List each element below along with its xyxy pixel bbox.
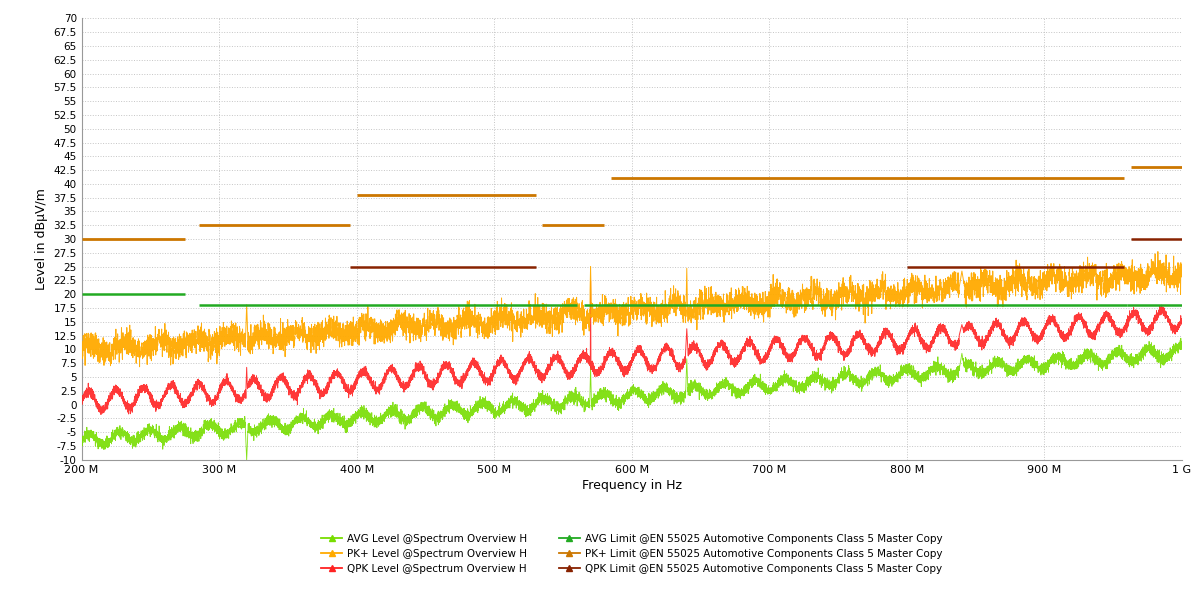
Legend: AVG Level @Spectrum Overview H, PK+ Level @Spectrum Overview H, QPK Level @Spect: AVG Level @Spectrum Overview H, PK+ Leve… bbox=[317, 530, 947, 578]
X-axis label: Frequency in Hz: Frequency in Hz bbox=[582, 479, 682, 492]
Y-axis label: Level in dBµV/m: Level in dBµV/m bbox=[35, 188, 48, 290]
